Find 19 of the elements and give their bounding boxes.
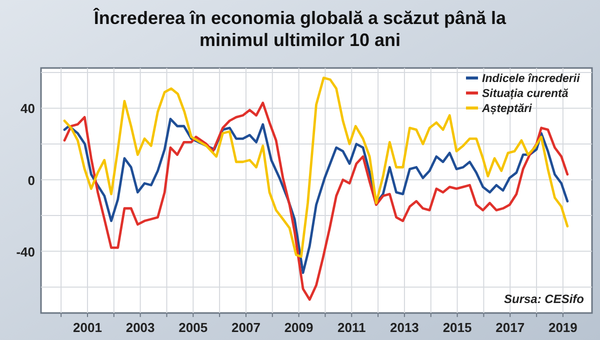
x-tick-label: 2009 [284,320,314,335]
legend-label: Indicele încrederii [482,73,581,85]
y-tick-label: 0 [28,172,35,188]
x-tick-label: 2017 [496,320,525,335]
annotation: Sursa: CESifo [504,292,584,306]
y-tick-label: -40 [16,244,35,260]
y-tick-label: 40 [20,101,35,116]
x-tick-label: 2005 [178,320,208,335]
x-tick-label: 2019 [548,320,578,335]
x-tick-label: 2001 [73,320,102,335]
x-tick-label: 2011 [338,320,366,335]
line-series [63,118,569,274]
x-tick-label: 2007 [232,320,260,335]
legend-label: Așteptări [481,103,533,115]
chart-title: Încrederea în economia globală a scăzut până la minimul ultimilor 10 ani [92,7,508,50]
x-tick-label: 2003 [126,320,155,335]
x-tick-label: 2013 [390,320,419,335]
x-tick-label: 2015 [442,320,472,335]
legend-label: Situația curentă [482,88,569,100]
